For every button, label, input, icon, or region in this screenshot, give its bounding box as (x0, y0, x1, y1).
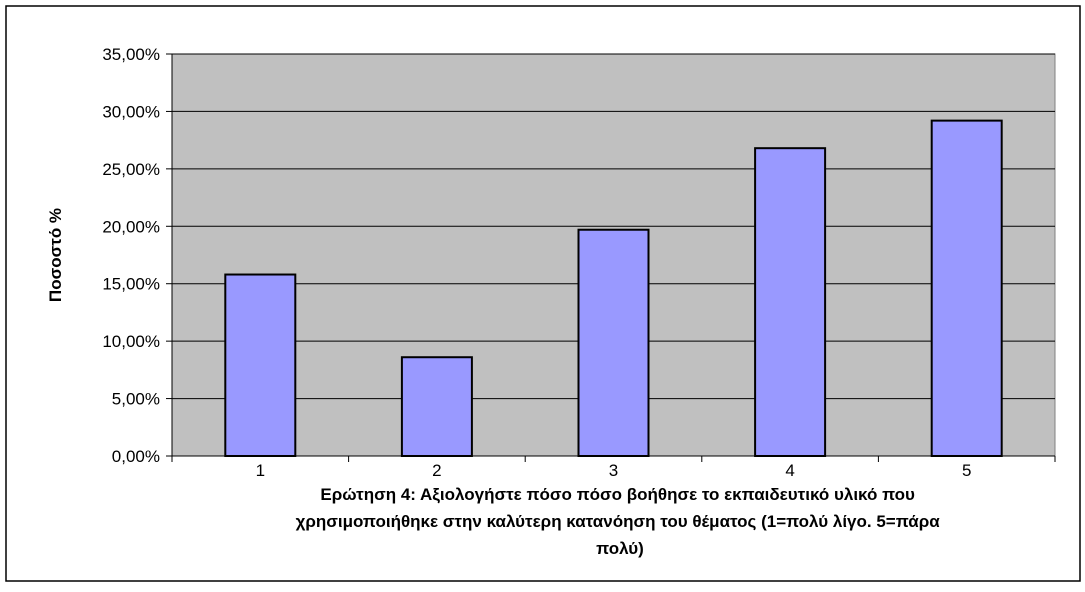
y-tick-label: 35,00% (102, 45, 160, 64)
bar-2 (400, 356, 473, 458)
x-axis-title-line-3: πολύ) (596, 539, 644, 558)
bar-4 (754, 147, 827, 457)
x-tick-label: 2 (432, 461, 441, 480)
y-axis-ticks: 0,00% 5,00% 10,00% 15,00% 20,00% 25,00% 30,00%… (102, 45, 172, 466)
bar-1 (224, 273, 297, 458)
x-axis-title-line-2: χρησιμοποιήθηκε στην καλύτερη κατανόηση … (296, 512, 941, 531)
y-tick-label: 15,00% (102, 275, 160, 294)
y-tick-label: 20,00% (102, 217, 160, 236)
x-axis-title: Ερώτηση 4: Αξιολογήστε πόσο πόσο βοήθησε… (296, 485, 945, 558)
x-axis-title-line-1: Ερώτηση 4: Αξιολογήστε πόσο πόσο βοήθησε… (320, 485, 915, 504)
y-tick-label: 0,00% (112, 447, 160, 466)
x-tick-label: 3 (609, 461, 618, 480)
x-tick-label: 5 (962, 461, 971, 480)
y-tick-label: 30,00% (102, 102, 160, 121)
x-axis-ticks: 1 2 3 4 5 (171, 456, 1056, 480)
y-axis-title: Ποσοστό % (46, 208, 65, 302)
y-tick-label: 10,00% (102, 332, 160, 351)
axes (171, 54, 1055, 457)
x-tick-label: 4 (785, 461, 794, 480)
y-tick-label: 25,00% (102, 160, 160, 179)
x-tick-label: 1 (256, 461, 265, 480)
bar-5 (930, 119, 1003, 457)
bar-3 (577, 228, 650, 457)
bars (224, 119, 1003, 458)
y-tick-label: 5,00% (112, 390, 160, 409)
